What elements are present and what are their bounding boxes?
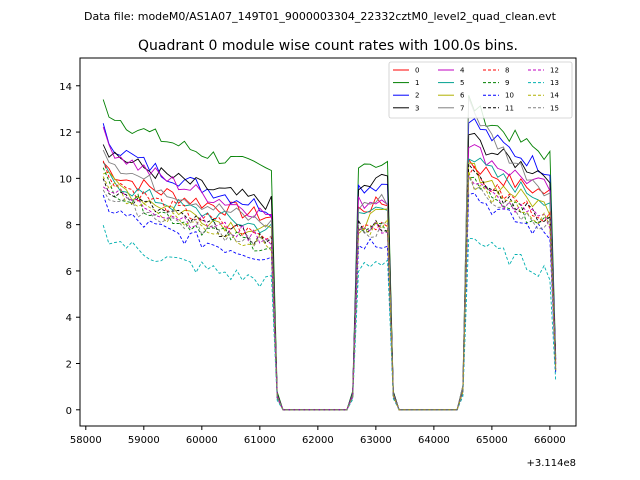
x-tick-label: 59000	[128, 435, 160, 446]
suptitle: Data file: modeM0/AS1A07_149T01_90000033…	[84, 10, 557, 23]
x-tick-label: 65000	[476, 435, 508, 446]
legend-label-2: 2	[415, 92, 419, 100]
legend-label-10: 10	[505, 92, 514, 100]
series-line-8	[102, 160, 557, 411]
series-line-1	[102, 95, 557, 411]
legend-label-0: 0	[415, 67, 419, 75]
legend-label-1: 1	[415, 79, 419, 87]
series-line-3	[102, 132, 557, 411]
legend-label-8: 8	[505, 67, 509, 75]
x-tick-label: 66000	[534, 435, 566, 446]
x-offset-label: +3.114e8	[526, 458, 576, 469]
plot-lines	[102, 95, 557, 411]
legend-label-9: 9	[505, 79, 509, 87]
legend-label-13: 13	[550, 79, 559, 87]
x-tick-label: 64000	[418, 435, 450, 446]
legend-box	[388, 61, 573, 119]
series-line-10	[102, 192, 557, 411]
series-line-12	[102, 174, 557, 411]
series-line-15	[102, 175, 557, 411]
legend-label-11: 11	[505, 104, 514, 112]
legend-label-6: 6	[460, 92, 465, 100]
axes-frame	[79, 57, 577, 427]
legend-label-4: 4	[460, 67, 465, 75]
series-line-6	[103, 162, 557, 411]
series-line-2	[102, 118, 557, 411]
series-line-13	[102, 224, 557, 411]
x-tick-label: 61000	[244, 435, 276, 446]
legend-label-12: 12	[550, 67, 559, 75]
series-line-11	[102, 162, 557, 411]
x-tick-label: 62000	[302, 435, 334, 446]
y-tick-label: 0	[66, 406, 72, 417]
y-tick-label: 8	[66, 221, 72, 232]
y-axis: 0 2 4 6 8 10 12 14	[59, 82, 80, 417]
y-tick-label: 2	[66, 360, 72, 371]
y-tick-label: 12	[59, 128, 72, 139]
x-tick-label: 60000	[186, 435, 218, 446]
y-tick-label: 10	[59, 174, 72, 185]
x-tick-label: 63000	[360, 435, 392, 446]
x-tick-label: 58000	[70, 435, 102, 446]
y-tick-label: 6	[66, 267, 72, 278]
legend-label-3: 3	[415, 104, 419, 112]
x-axis: 58000 59000 60000 61000 62000 63000 64000 65000…	[70, 426, 566, 446]
y-tick-label: 4	[66, 313, 72, 324]
legend-label-7: 7	[460, 104, 464, 112]
series-line-7	[102, 97, 557, 411]
legend-label-14: 14	[550, 92, 559, 100]
series-line-9	[102, 167, 557, 411]
legend-label-5: 5	[460, 79, 464, 87]
series-line-14	[102, 171, 557, 411]
legend-label-15: 15	[550, 104, 559, 112]
series-line-0	[102, 158, 557, 411]
y-tick-label: 14	[59, 82, 72, 93]
series-line-5	[102, 157, 557, 411]
chart-title: Quadrant 0 module wise count rates with …	[138, 38, 518, 54]
